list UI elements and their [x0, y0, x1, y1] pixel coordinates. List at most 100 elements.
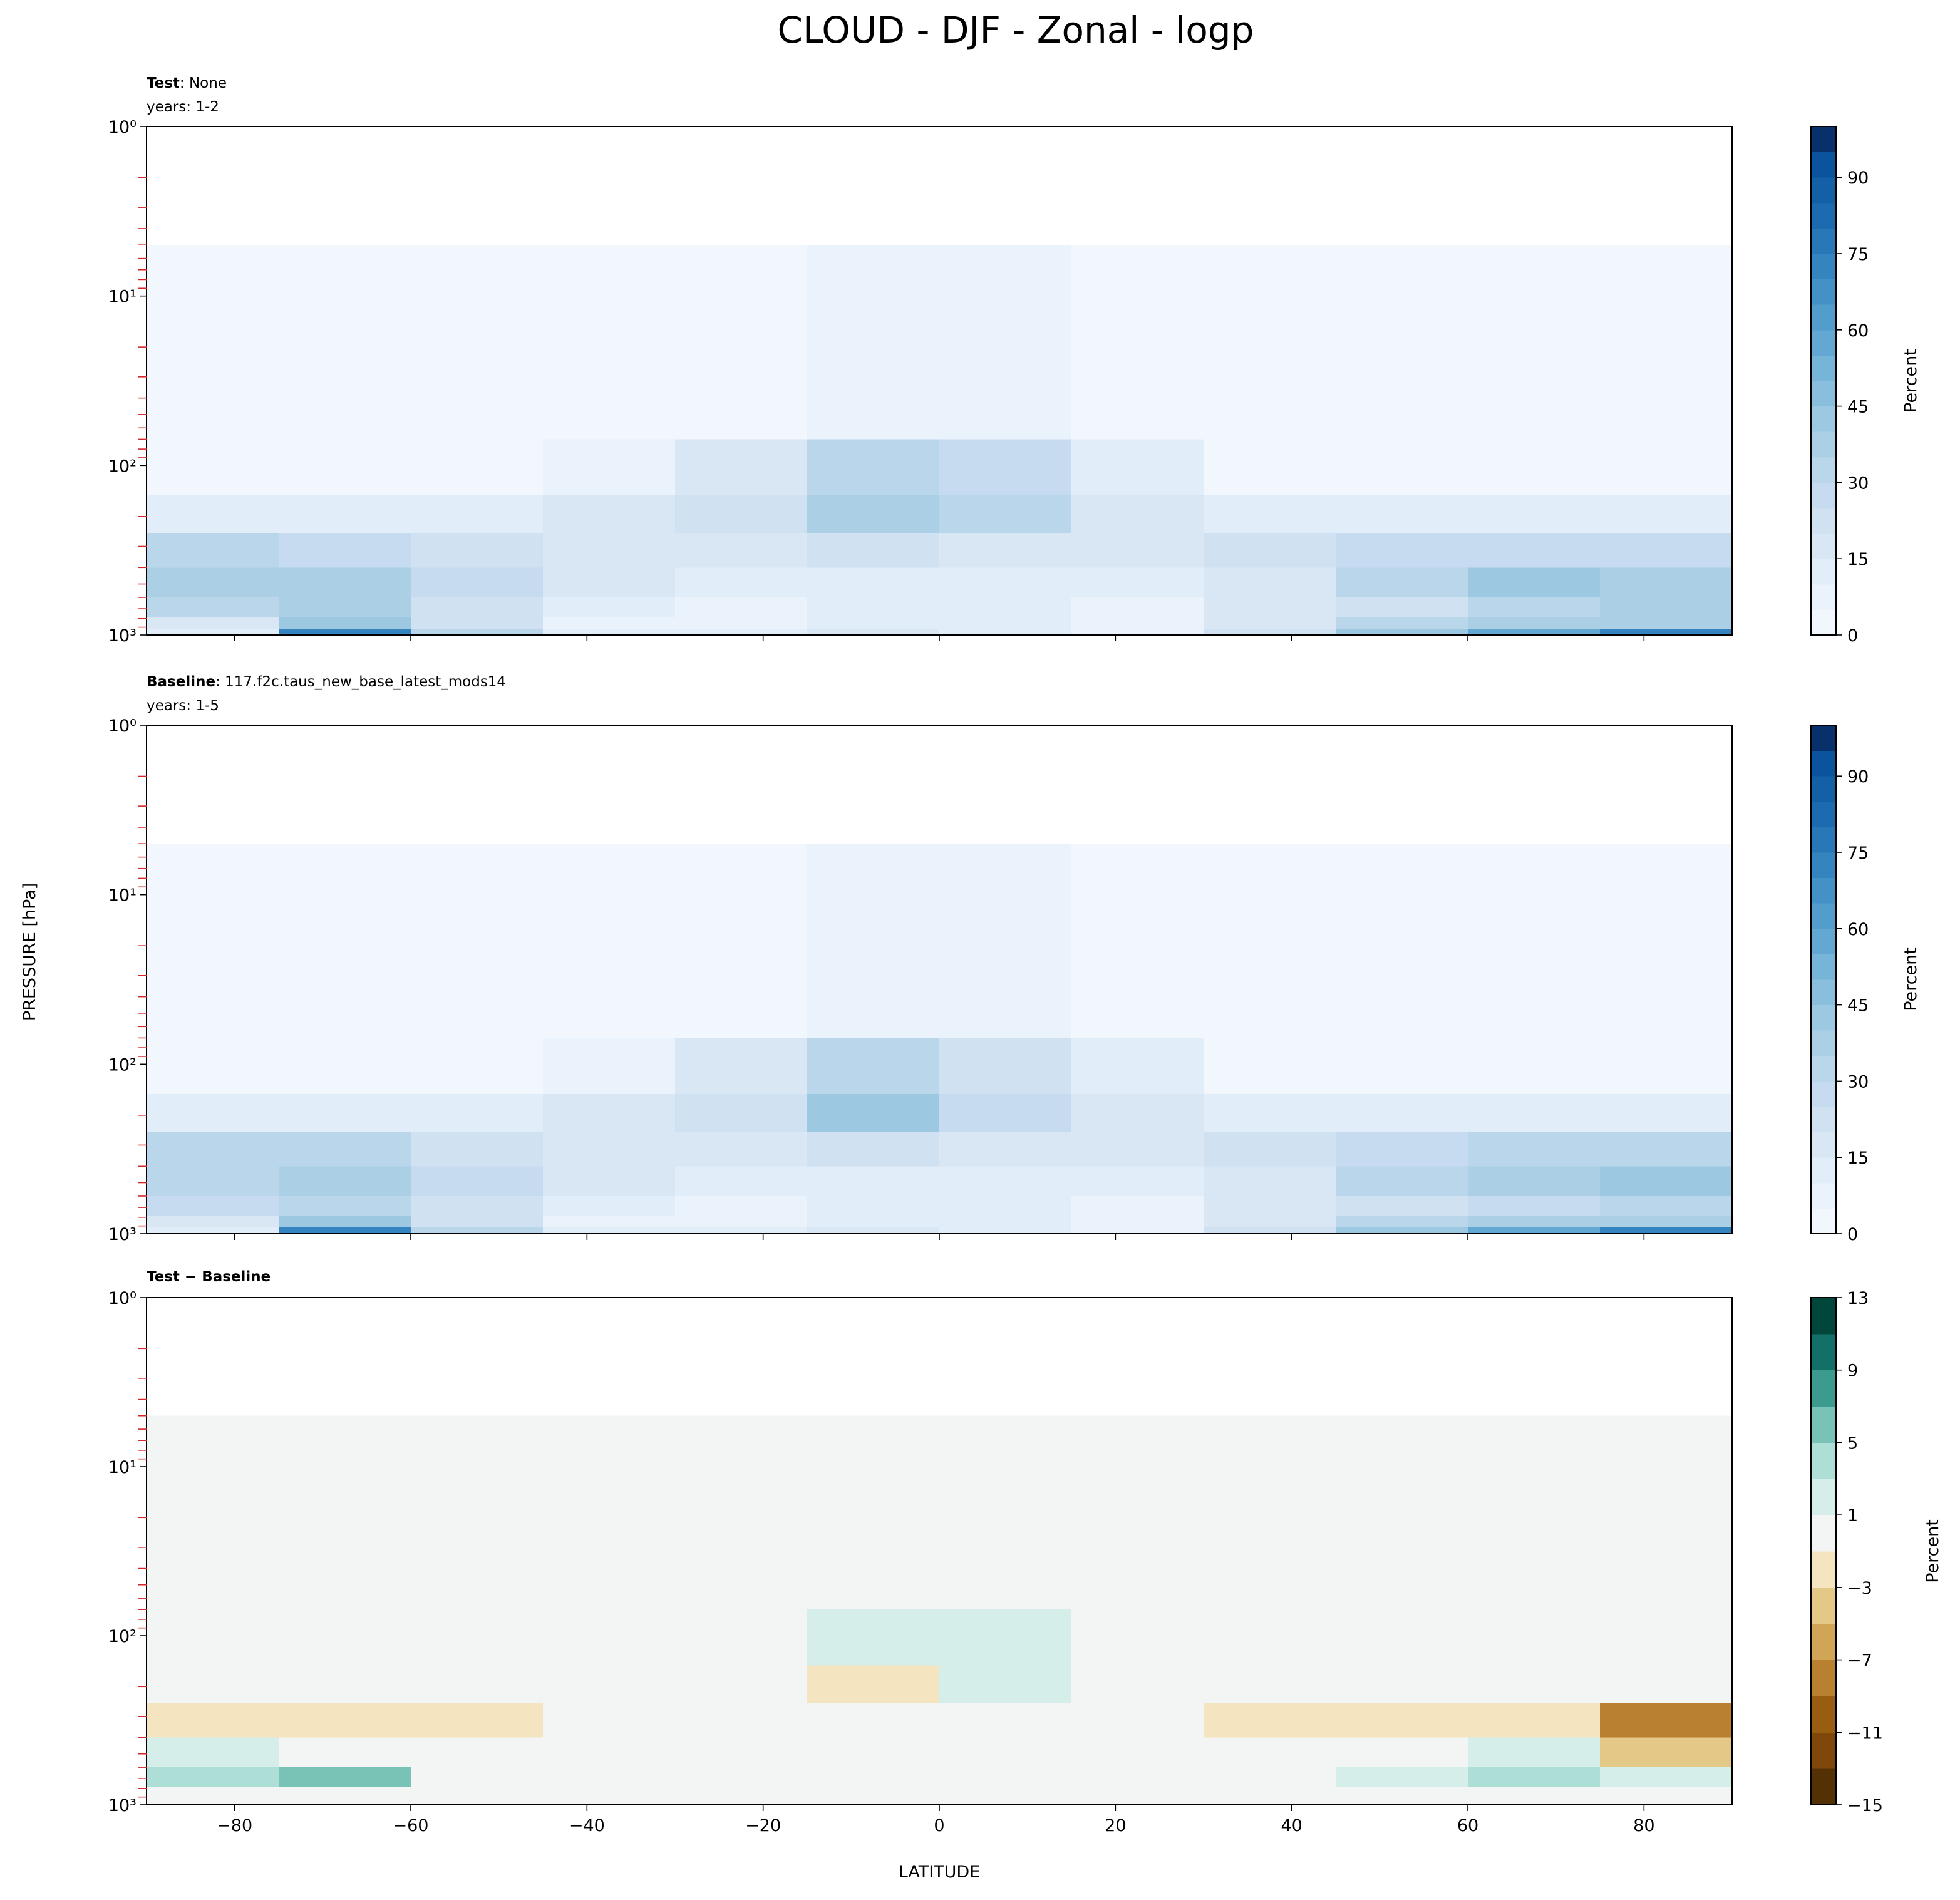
- contour-cell: [1336, 1799, 1468, 1805]
- contour-cell: [1204, 1166, 1336, 1197]
- contour-cell: [411, 1093, 544, 1132]
- colorbar-tick-label: 75: [1847, 245, 1869, 264]
- y-tick-label: 10³: [108, 626, 137, 646]
- contour-cell: [147, 1415, 279, 1610]
- colorbar-band: [1811, 877, 1836, 904]
- colorbar-band: [1811, 177, 1836, 204]
- contour-cell: [411, 1415, 544, 1610]
- contour-cell: [1336, 1132, 1468, 1167]
- panel-title: Test: None: [147, 75, 227, 91]
- x-tick-label: 40: [1281, 1816, 1302, 1835]
- colorbar-tick-label: −7: [1847, 1651, 1872, 1671]
- contour-cell: [279, 495, 411, 534]
- contour-cell: [939, 597, 1072, 617]
- contour-cell: [147, 1703, 279, 1738]
- contour-cell: [807, 1215, 940, 1228]
- contour-cell: [147, 1799, 279, 1805]
- contour-cell: [1071, 245, 1204, 440]
- contour-cell: [1600, 1215, 1733, 1228]
- colorbar-tick-label: 30: [1847, 473, 1869, 493]
- y-tick-label: 10¹: [108, 1458, 137, 1477]
- colorbar-band: [1811, 1768, 1836, 1805]
- contour-cell: [543, 1166, 676, 1197]
- colorbar-band: [1811, 457, 1836, 483]
- contour-cell: [411, 245, 544, 440]
- colorbar-tick-label: 0: [1847, 1225, 1858, 1244]
- colorbar-band: [1811, 254, 1836, 280]
- contour-cell: [543, 533, 676, 568]
- colorbar-band: [1811, 126, 1836, 153]
- contour-cell: [279, 245, 411, 440]
- contour-cell: [1468, 1703, 1601, 1738]
- contour-cell: [807, 1227, 940, 1234]
- x-tick-label: −60: [393, 1816, 429, 1835]
- contour-cell: [147, 495, 279, 534]
- contour-cell: [1204, 439, 1336, 496]
- contour-cell: [675, 1195, 808, 1216]
- contour-cell: [1468, 597, 1601, 617]
- colorbar-tick-label: 15: [1847, 1149, 1869, 1168]
- contour-cell: [1468, 616, 1601, 629]
- contour-cell: [543, 1609, 676, 1666]
- contour-cell: [147, 616, 279, 629]
- panel-subtitle: years: 1-5: [147, 698, 219, 714]
- colorbar-band: [1811, 801, 1836, 827]
- contour-cell: [543, 495, 676, 534]
- x-tick-label: −40: [569, 1816, 605, 1835]
- contour-cell: [147, 439, 279, 496]
- contour-cell: [939, 844, 1072, 1038]
- contour-cell: [411, 1166, 544, 1197]
- contour-cell: [675, 844, 808, 1038]
- contour-cell: [147, 1132, 279, 1167]
- contour-cell: [1071, 495, 1204, 534]
- contour-cell: [1600, 1093, 1733, 1132]
- contour-cell: [675, 495, 808, 534]
- colorbar-band: [1811, 1515, 1836, 1552]
- contour-cell: [1468, 844, 1601, 1038]
- contour-cell: [1600, 1166, 1733, 1197]
- contour-cell: [1336, 533, 1468, 568]
- contour-cell: [279, 1665, 411, 1703]
- contour-cell: [1071, 1166, 1204, 1197]
- colorbar-band: [1811, 1551, 1836, 1588]
- colorbar-tick-label: 90: [1847, 168, 1869, 188]
- contour-cell: [147, 567, 279, 598]
- contour-cell: [543, 1132, 676, 1167]
- contour-cell: [1336, 567, 1468, 598]
- contour-cell: [939, 1703, 1072, 1738]
- contour-cell: [147, 1786, 279, 1799]
- y-axis-label: PRESSURE [hPa]: [20, 883, 39, 1021]
- x-axis-label: LATITUDE: [899, 1862, 981, 1882]
- contour-cell: [675, 616, 808, 629]
- contour-cell: [1336, 1703, 1468, 1738]
- colorbar-tick-label: −3: [1847, 1579, 1872, 1598]
- contour-cell: [279, 567, 411, 598]
- contour-cell: [807, 1799, 940, 1805]
- contour-cell: [279, 1166, 411, 1197]
- contour-cell: [939, 1227, 1072, 1234]
- contour-cell: [1600, 1132, 1733, 1167]
- contour-cell: [279, 1132, 411, 1167]
- contour-cell: [543, 1786, 676, 1799]
- contour-cell: [1204, 567, 1336, 598]
- figure-title: CLOUD - DJF - Zonal - logp: [778, 9, 1254, 51]
- contour-cell: [1071, 1132, 1204, 1167]
- colorbar-band: [1811, 979, 1836, 1006]
- contour-cell: [147, 1609, 279, 1666]
- contour-cell: [147, 533, 279, 568]
- contour-cell: [807, 1737, 940, 1768]
- contour-cell: [675, 245, 808, 440]
- contour-cell: [1071, 1609, 1204, 1666]
- contour-cell: [1468, 1195, 1601, 1216]
- contour-cell: [939, 1166, 1072, 1197]
- panel-title-bold: Test: [147, 75, 180, 91]
- colorbar-tick-label: 5: [1847, 1433, 1858, 1453]
- contour-cell: [411, 1215, 544, 1228]
- contour-cell: [411, 1799, 544, 1805]
- contour-cell: [1336, 1093, 1468, 1132]
- colorbar-frame: [1810, 1297, 1837, 1805]
- contour-cell: [1336, 1415, 1468, 1610]
- colorbar-band: [1811, 1587, 1836, 1624]
- contour-cell: [411, 439, 544, 496]
- contour-cell: [1336, 1038, 1468, 1095]
